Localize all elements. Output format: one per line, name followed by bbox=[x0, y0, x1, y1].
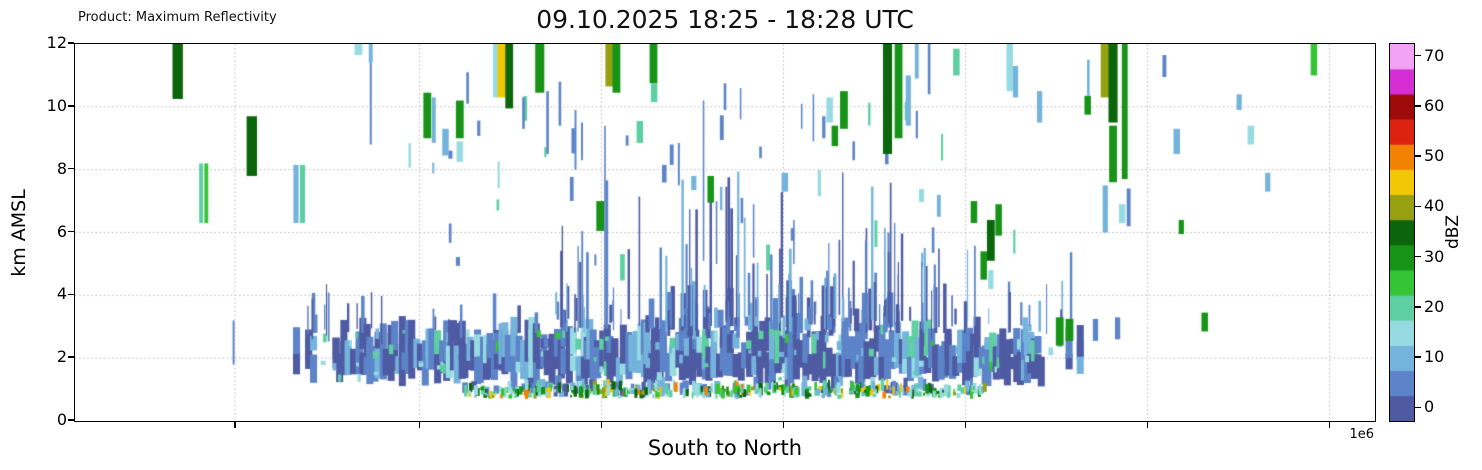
x-tick-mark bbox=[1146, 421, 1149, 428]
y-tick-mark bbox=[68, 167, 74, 170]
colorbar-tick-label: 40 bbox=[1424, 196, 1445, 216]
reflectivity-plot-canvas bbox=[75, 44, 1375, 421]
colorbar-tick-mark bbox=[1414, 155, 1421, 157]
y-tick-label: 0 bbox=[56, 410, 67, 429]
colorbar-tick-label: 60 bbox=[1424, 95, 1445, 115]
product-label: Product: Maximum Reflectivity bbox=[78, 10, 277, 25]
y-tick-label: 12 bbox=[46, 33, 67, 52]
y-tick-label: 2 bbox=[56, 347, 67, 367]
colorbar-label-text: dBZ bbox=[1443, 214, 1463, 250]
colorbar-tick-mark bbox=[1414, 54, 1421, 57]
x-tick-mark bbox=[418, 421, 421, 428]
y-tick-mark bbox=[68, 356, 74, 358]
x-tick-mark bbox=[234, 421, 236, 428]
colorbar-tick-label: 20 bbox=[1424, 296, 1445, 316]
colorbar-tick-label: 50 bbox=[1424, 146, 1445, 166]
colorbar-tick-mark bbox=[1414, 356, 1421, 358]
x-tick-mark bbox=[782, 421, 785, 428]
x-tick-mark bbox=[600, 421, 603, 428]
y-tick-mark bbox=[68, 105, 74, 107]
y-tick-label: 8 bbox=[56, 158, 67, 178]
x-axis-offset-label: 1e6 bbox=[1349, 427, 1374, 442]
colorbar-tick-mark bbox=[1414, 255, 1421, 258]
y-tick-mark bbox=[68, 230, 74, 233]
x-axis-label: South to North bbox=[647, 436, 803, 460]
colorbar-tick-mark bbox=[1414, 105, 1421, 107]
y-tick-mark bbox=[68, 293, 74, 296]
y-tick-mark bbox=[68, 42, 74, 44]
colorbar-tick-mark bbox=[1414, 306, 1421, 308]
colorbar-tick-label: 30 bbox=[1424, 246, 1445, 266]
plot-frame bbox=[74, 43, 1376, 422]
chart-title: 09.10.2025 18:25 - 18:28 UTC bbox=[536, 5, 914, 34]
y-tick-label: 6 bbox=[56, 221, 67, 241]
y-tick-label: 4 bbox=[56, 284, 67, 304]
colorbar-tick-label: 0 bbox=[1424, 397, 1435, 417]
x-tick-mark bbox=[964, 421, 967, 428]
y-tick-mark bbox=[68, 419, 74, 421]
colorbar-frame bbox=[1389, 43, 1415, 422]
colorbar-tick-label: 70 bbox=[1424, 45, 1445, 65]
colorbar-tick-label: 10 bbox=[1424, 347, 1445, 367]
y-tick-label: 10 bbox=[46, 95, 67, 115]
colorbar-tick-mark bbox=[1414, 406, 1421, 409]
x-tick-mark bbox=[1328, 421, 1331, 428]
colorbar-tick-mark bbox=[1414, 205, 1421, 208]
colorbar-canvas bbox=[1390, 44, 1414, 421]
